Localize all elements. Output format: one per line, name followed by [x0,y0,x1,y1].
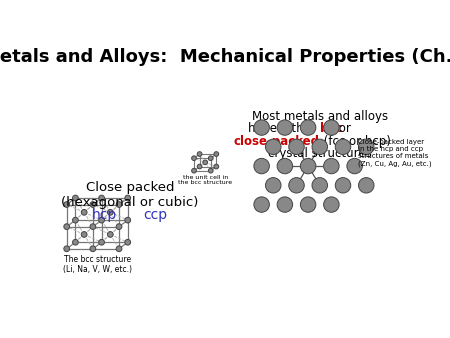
Text: crystal structures: crystal structures [268,147,372,160]
Circle shape [301,197,316,212]
Circle shape [312,178,328,193]
Circle shape [254,159,270,174]
Circle shape [324,197,339,212]
Circle shape [301,120,316,135]
Text: or: or [335,122,351,135]
Circle shape [312,139,328,154]
Circle shape [90,202,96,208]
Circle shape [254,197,270,212]
Circle shape [64,224,70,230]
Circle shape [277,159,292,174]
Circle shape [214,164,219,169]
Circle shape [335,178,351,193]
Circle shape [324,159,339,174]
Text: hcp: hcp [92,209,117,222]
Circle shape [116,224,122,230]
Circle shape [266,178,281,193]
Circle shape [208,156,213,161]
Circle shape [90,246,96,251]
Text: ccp: ccp [144,209,167,222]
Circle shape [254,120,270,135]
Circle shape [192,156,196,161]
Circle shape [116,246,122,251]
Circle shape [125,239,130,245]
Circle shape [289,139,304,154]
Text: Close packed
(hexagonal or cubic): Close packed (hexagonal or cubic) [61,182,198,210]
Text: have either: have either [248,122,320,135]
Circle shape [64,202,70,208]
Circle shape [125,195,130,201]
Circle shape [197,152,202,156]
Text: the unit cell in
the bcc structure: the unit cell in the bcc structure [178,174,232,185]
Circle shape [324,120,339,135]
Circle shape [359,139,374,154]
Circle shape [72,217,78,223]
Circle shape [99,195,104,201]
Circle shape [192,168,196,173]
Circle shape [64,246,70,251]
Circle shape [125,217,130,223]
Text: Close-packed layer
in the hcp and ccp
structures of metals
(Zn, Cu, Ag, Au, etc.: Close-packed layer in the hcp and ccp st… [359,139,432,167]
Circle shape [347,159,362,174]
Circle shape [203,160,207,165]
Circle shape [277,197,292,212]
Circle shape [301,159,316,174]
Text: Most metals and alloys: Most metals and alloys [252,110,388,123]
Text: (fcc or hcp): (fcc or hcp) [320,135,391,147]
Circle shape [108,232,113,237]
Text: close-packed: close-packed [234,135,320,147]
Circle shape [72,239,78,245]
Circle shape [99,217,104,223]
Circle shape [266,139,281,154]
Circle shape [359,178,374,193]
Circle shape [81,232,87,237]
Circle shape [208,168,213,173]
Text: bcc: bcc [320,122,342,135]
Circle shape [214,152,219,156]
Circle shape [335,139,351,154]
Circle shape [277,120,292,135]
Circle shape [197,164,202,169]
Circle shape [90,224,96,230]
Circle shape [99,239,104,245]
Circle shape [108,210,113,215]
Circle shape [289,178,304,193]
Circle shape [116,202,122,208]
Text: Metals and Alloys:  Mechanical Properties (Ch. 7): Metals and Alloys: Mechanical Properties… [0,48,450,66]
Circle shape [72,195,78,201]
Circle shape [81,210,87,215]
Text: The bcc structure
(Li, Na, V, W, etc.): The bcc structure (Li, Na, V, W, etc.) [63,255,132,274]
